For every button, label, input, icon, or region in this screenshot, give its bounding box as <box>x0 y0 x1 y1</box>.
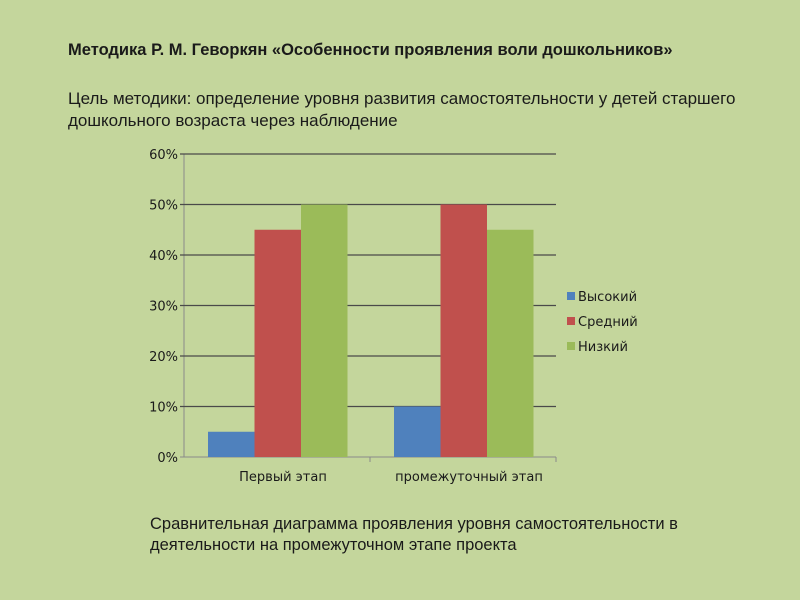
bar-Высокий <box>208 431 255 457</box>
legend-swatch <box>567 342 575 350</box>
y-tick-label: 10% <box>149 401 178 416</box>
chart-caption: Сравнительная диаграмма проявления уровн… <box>150 515 678 554</box>
y-tick-label: 40% <box>149 249 178 264</box>
bar-Средний <box>440 204 487 457</box>
page-title: Методика Р. М. Геворкян «Особенности про… <box>68 41 673 59</box>
legend-label: Средний <box>578 315 638 330</box>
y-tick-label: 0% <box>157 451 178 466</box>
x-tick-label: промежуточный этап <box>395 470 543 485</box>
method-goal: Цель методики: определение уровня развит… <box>68 89 736 130</box>
bar-Низкий <box>487 229 534 457</box>
y-tick-label: 60% <box>149 148 178 163</box>
y-tick-label: 20% <box>149 350 178 365</box>
legend-swatch <box>567 292 575 300</box>
y-tick-label: 30% <box>149 300 178 315</box>
bar-Низкий <box>301 204 348 457</box>
legend-swatch <box>567 317 575 325</box>
legend-label: Низкий <box>578 340 628 355</box>
legend-label: Высокий <box>578 290 637 305</box>
bar-Средний <box>254 229 301 457</box>
x-tick-label: Первый этап <box>239 470 327 485</box>
y-tick-label: 50% <box>149 199 178 214</box>
bar-Высокий <box>394 406 441 457</box>
